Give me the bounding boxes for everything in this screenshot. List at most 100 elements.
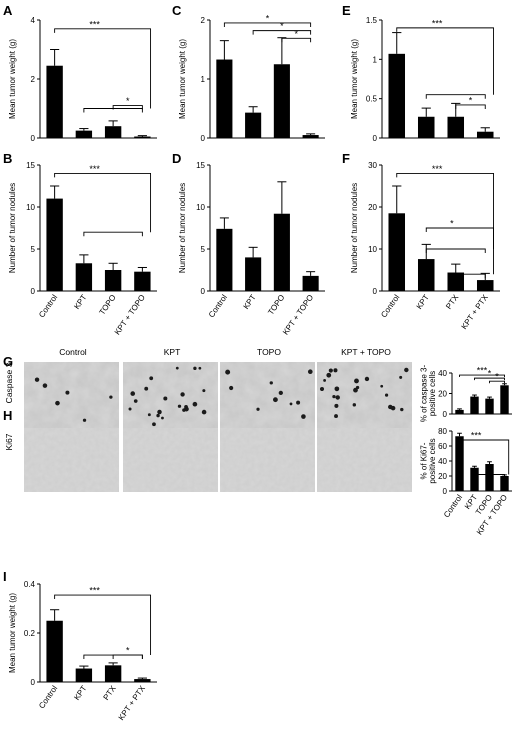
category-label: KPT + TOPO <box>281 293 315 337</box>
column-header: KPT + TOPO <box>341 347 391 357</box>
y-tick-label: 0 <box>373 287 378 296</box>
bar-kpt-topo <box>134 136 151 138</box>
stained-nucleus <box>109 395 113 399</box>
y-tick-label: 15 <box>196 161 205 170</box>
stained-nucleus <box>384 393 389 397</box>
bar-ptx <box>447 272 465 291</box>
micrograph-texture <box>24 362 119 430</box>
stained-nucleus <box>256 407 260 411</box>
stained-nucleus <box>364 376 370 382</box>
y-tick-label: 10 <box>368 245 377 254</box>
significance-bracket <box>425 227 494 275</box>
y-tick-label: 20 <box>438 472 447 481</box>
chart-panel-c: C 0 1 2 Mean tumor weight (g) * * * <box>172 3 325 143</box>
panel-label: E <box>342 3 351 18</box>
stained-nucleus <box>130 391 136 396</box>
significance-bracket <box>474 377 505 381</box>
bar-control <box>388 213 406 291</box>
significance-label: * <box>469 95 473 105</box>
y-tick-label: 4 <box>31 16 36 25</box>
bar-control <box>46 198 63 291</box>
stained-nucleus <box>390 405 396 411</box>
stained-nucleus <box>399 375 403 379</box>
column-header: Control <box>59 347 87 357</box>
stained-nucleus <box>301 414 306 419</box>
micrograph-column-headers: Control KPT TOPO KPT + TOPO <box>59 347 391 357</box>
stained-nucleus <box>163 396 168 401</box>
column-header: KPT <box>164 347 181 357</box>
y-tick-label: 0.4 <box>24 580 36 589</box>
y-axis-title-line: % of Ki67- <box>419 442 428 479</box>
significance-bracket <box>459 439 510 475</box>
significance-bracket <box>459 374 505 378</box>
category-label: KPT + TOPO <box>113 293 147 337</box>
stained-nucleus <box>404 367 409 373</box>
stained-nucleus <box>193 366 197 371</box>
category-label: KPT <box>72 684 88 702</box>
stained-nucleus <box>34 377 40 382</box>
bar-control <box>216 228 233 291</box>
y-axis-title: Mean tumor weight (g) <box>8 593 17 673</box>
significance-label: *** <box>89 586 100 596</box>
y-axis-title: % of caspase 3-positive cells <box>419 364 437 422</box>
y-axis-title: Number of tumor nodules <box>8 183 17 273</box>
y-tick-label: 15 <box>26 161 35 170</box>
stained-nucleus <box>144 386 149 391</box>
bar-topo <box>104 126 122 138</box>
significance-bracket <box>223 22 312 27</box>
bar-kpt <box>245 257 262 291</box>
stained-nucleus <box>177 404 182 408</box>
stained-nucleus <box>55 400 60 406</box>
stained-nucleus <box>353 387 358 393</box>
significance-group-bracket <box>425 248 486 253</box>
significance-label: * <box>280 21 284 31</box>
significance-group-bracket <box>474 474 505 479</box>
stained-nucleus <box>192 401 198 407</box>
y-axis-title: Mean tumor weight (g) <box>8 39 17 119</box>
bar-topo <box>273 213 290 291</box>
significance-group-bracket <box>455 273 486 279</box>
stained-nucleus <box>354 378 359 384</box>
y-tick-label: 20 <box>368 203 377 212</box>
y-axis-title-line: Number of tumor nodules <box>178 183 187 273</box>
micrograph-grid <box>24 362 412 492</box>
bar-topo <box>273 64 290 138</box>
bar-kpt <box>75 263 93 291</box>
y-axis-title: Number of tumor nodules <box>178 183 187 273</box>
stained-nucleus <box>180 392 185 397</box>
stained-nucleus <box>128 407 132 411</box>
significance-bracket <box>455 104 486 109</box>
significance-label: * <box>450 219 454 229</box>
stained-nucleus <box>323 379 327 382</box>
y-tick-label: 5 <box>31 245 36 254</box>
y-tick-label: 40 <box>438 369 447 378</box>
stained-nucleus <box>201 409 207 415</box>
bar-topo <box>104 270 122 291</box>
stained-nucleus <box>296 400 301 405</box>
stained-nucleus <box>352 403 357 407</box>
bar-kpt-ptx <box>134 679 151 682</box>
bar-kpt <box>470 396 479 414</box>
category-label: Control <box>207 293 229 319</box>
y-tick-label: 0 <box>373 134 378 143</box>
significance-label: *** <box>477 366 488 376</box>
y-tick-label: 20 <box>438 390 447 399</box>
chart-panel-f: F 0 10 20 30 Number of tumor nodules Control KP… <box>342 151 500 331</box>
y-axis-title: % of Ki67-positive cells <box>419 438 437 483</box>
significance-label: *** <box>89 164 100 174</box>
stained-nucleus <box>319 386 325 392</box>
y-axis-title-line: % of caspase 3- <box>419 364 428 422</box>
stained-nucleus <box>278 390 283 396</box>
y-tick-label: 10 <box>196 203 205 212</box>
significance-label: * <box>495 372 499 382</box>
panel-label: F <box>342 151 350 166</box>
significance-bracket <box>396 27 494 95</box>
y-tick-label: 10 <box>26 203 35 212</box>
stained-nucleus <box>400 407 404 412</box>
category-label: TOPO <box>266 293 286 317</box>
category-label: PTX <box>101 683 118 701</box>
category-label: TOPO <box>97 293 117 317</box>
